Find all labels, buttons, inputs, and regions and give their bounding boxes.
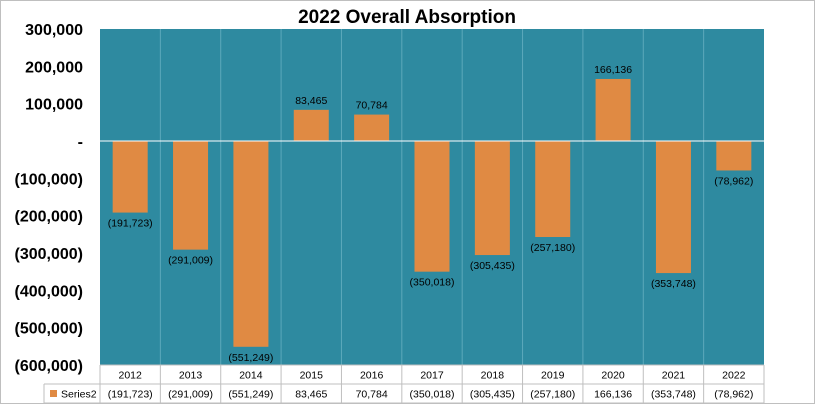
data-table: Series2 2012 (191,723) 2013 (291,009) 2014 (55…: [43, 364, 765, 404]
data-label: (353,748): [651, 278, 696, 290]
data-label: (350,018): [410, 277, 455, 289]
gridlines: [159, 29, 705, 365]
data-labels: (191,723) (291,009) (551,249) 83,465 70,784 (…: [108, 64, 754, 364]
y-tick-label: (600,000): [15, 358, 84, 375]
table-value: (291,009): [168, 389, 213, 401]
y-tick-label: (400,000): [15, 283, 84, 300]
table-value: (350,018): [410, 389, 455, 401]
x-tick-label: 2015: [300, 370, 324, 382]
table-value: 83,465: [295, 389, 327, 401]
legend-swatch: [50, 390, 57, 397]
x-tick-label: 2016: [360, 370, 384, 382]
y-tick-label: (300,000): [15, 246, 84, 263]
y-tick-label: (500,000): [15, 321, 84, 338]
y-axis-tick-labels: 300,000 200,000 100,000 - (100,000) (200,000)…: [15, 22, 84, 375]
y-tick-label: (200,000): [15, 209, 84, 226]
x-tick-label: 2019: [541, 370, 565, 382]
y-tick-label: 100,000: [25, 97, 83, 114]
table-value: (257,180): [530, 389, 575, 401]
x-tick-label: 2017: [420, 370, 444, 382]
table-value: (551,249): [228, 389, 273, 401]
y-tick-label: 200,000: [25, 59, 83, 76]
x-tick-label: 2013: [179, 370, 203, 382]
bar: [293, 109, 329, 141]
bar: [173, 141, 209, 250]
x-tick-label: 2020: [601, 370, 625, 382]
bars: [112, 78, 752, 347]
x-tick-label: 2014: [239, 370, 263, 382]
table-value: (78,962): [714, 389, 753, 401]
bar: [112, 141, 148, 213]
x-tick-label: 2022: [722, 370, 746, 382]
data-label: 83,465: [295, 95, 327, 107]
data-label: (305,435): [470, 260, 515, 272]
bar: [414, 141, 450, 272]
data-label: (191,723): [108, 218, 153, 230]
table-value: (353,748): [651, 389, 696, 401]
x-tick-label: 2012: [119, 370, 143, 382]
data-label: (78,962): [714, 175, 753, 187]
bar: [655, 141, 691, 274]
legend-series-name: Series2: [61, 389, 97, 401]
y-tick-label: -: [78, 134, 83, 151]
bar: [595, 78, 631, 141]
data-label: (291,009): [168, 255, 213, 267]
bar: [474, 141, 510, 256]
x-tick-label: 2018: [481, 370, 505, 382]
bar: [535, 141, 571, 238]
y-tick-label: 300,000: [25, 22, 83, 39]
table-value: 70,784: [356, 389, 388, 401]
data-label: 70,784: [356, 100, 388, 112]
x-tick-label: 2021: [662, 370, 686, 382]
table-value: 166,136: [594, 389, 632, 401]
chart-title: 2022 Overall Absorption: [298, 7, 516, 28]
data-label: 166,136: [594, 64, 632, 76]
table-value: (191,723): [108, 389, 153, 401]
bar: [716, 141, 752, 171]
table-value: (305,435): [470, 389, 515, 401]
y-tick-label: (100,000): [15, 171, 84, 188]
bar: [233, 141, 269, 347]
data-label: (257,180): [530, 242, 575, 254]
data-label: (551,249): [228, 352, 273, 364]
bar: [354, 114, 390, 141]
